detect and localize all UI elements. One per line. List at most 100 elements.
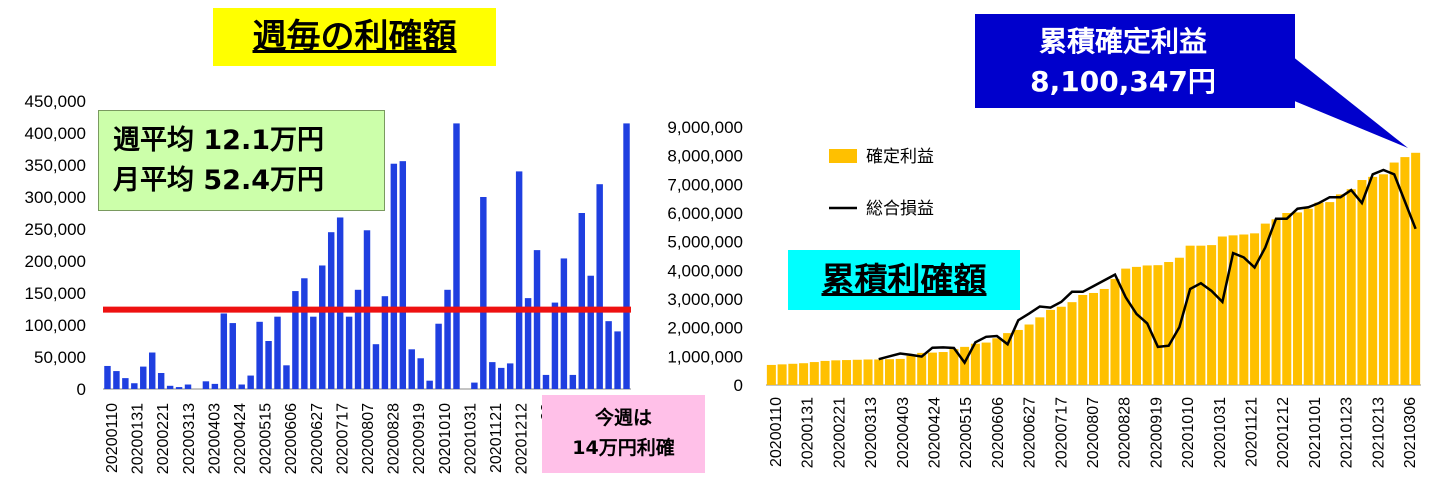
weekly-bar bbox=[587, 275, 594, 389]
cumulative-profit-title: 累積利確額 bbox=[788, 250, 1020, 310]
cumulative-x-tick-label: 20210101 bbox=[1307, 397, 1324, 468]
cumulative-y-tick-label: 0 bbox=[734, 376, 743, 395]
weekly-profit-chart: 450,000 400,000 350,000 300,000 250,000 200,0… bbox=[25, 92, 631, 474]
weekly-bar bbox=[354, 289, 362, 389]
cumulative-x-tick-label: 20200606 bbox=[990, 397, 1007, 468]
cumulative-x-tick-label: 20200807 bbox=[1085, 397, 1102, 468]
weekly-bar bbox=[283, 365, 290, 389]
cumulative-bar bbox=[992, 338, 1002, 385]
weekly-x-tick-label: 20200717 bbox=[334, 403, 351, 474]
cumulative-bar bbox=[1024, 324, 1034, 385]
cumulative-y-tick-label: 9,000,000 bbox=[667, 118, 743, 137]
weekly-bar bbox=[292, 291, 299, 389]
total-pnl-line bbox=[878, 168, 1417, 365]
weekly-bar bbox=[381, 296, 389, 389]
cumulative-bar bbox=[1217, 236, 1227, 385]
weekly-profit-title: 週毎の利確額 bbox=[213, 8, 496, 66]
weekly-bar bbox=[140, 366, 147, 389]
weekly-bar bbox=[310, 316, 317, 389]
cumulative-bar bbox=[960, 346, 970, 385]
weekly-bar bbox=[122, 378, 129, 389]
legend-label-realized: 確定利益 bbox=[866, 147, 934, 166]
weekly-bar bbox=[578, 213, 586, 389]
cumulative-bar bbox=[1078, 294, 1088, 385]
weekly-y-tick-label: 350,000 bbox=[25, 156, 86, 175]
callout-line2: 8,100,347円 bbox=[1030, 65, 1216, 98]
weekly-bar bbox=[247, 375, 254, 389]
cumulative-bar bbox=[1378, 174, 1388, 385]
callout-line1: 累積確定利益 bbox=[1038, 25, 1207, 58]
weekly-x-tick-label: 20200828 bbox=[386, 403, 403, 474]
weekly-bar bbox=[238, 384, 245, 389]
cumulative-x-tick-label: 20200403 bbox=[895, 397, 912, 468]
cumulative-y-tick-label: 3,000,000 bbox=[667, 290, 743, 309]
weekly-x-tick-label: 20201121 bbox=[488, 403, 505, 473]
cumulative-bar bbox=[938, 352, 948, 385]
cumulative-x-tick-label: 20200515 bbox=[958, 397, 975, 468]
weekly-bar bbox=[372, 344, 380, 389]
cumulative-bar bbox=[1282, 213, 1292, 385]
cumulative-bar bbox=[1335, 194, 1345, 385]
cumulative-bar bbox=[1013, 329, 1023, 385]
cumulative-bar bbox=[842, 360, 852, 385]
weekly-y-tick-label: 50,000 bbox=[34, 348, 86, 367]
weekly-bar bbox=[229, 323, 236, 389]
weekly-y-tick-label: 0 bbox=[77, 380, 86, 399]
cumulative-bar bbox=[1325, 202, 1335, 385]
cumulative-profit-chart: 9,000,000 8,000,000 7,000,000 6,000,000 5,00… bbox=[667, 118, 1421, 468]
cumulative-y-tick-label: 6,000,000 bbox=[667, 204, 743, 223]
cumulative-x-tick-label: 20200828 bbox=[1117, 397, 1134, 468]
weekly-bar bbox=[220, 313, 228, 389]
this-week-line1: 今週は bbox=[594, 407, 652, 429]
weekly-y-tick-label: 250,000 bbox=[25, 220, 86, 239]
cumulative-y-tick-label: 4,000,000 bbox=[667, 261, 743, 280]
cumulative-bar bbox=[927, 352, 937, 385]
cumulative-bar bbox=[1271, 219, 1281, 385]
cumulative-bar bbox=[820, 360, 830, 385]
cumulative-x-tick-label: 20201121 bbox=[1244, 397, 1261, 467]
cumulative-bar bbox=[906, 355, 916, 385]
cumulative-bar bbox=[1400, 157, 1410, 385]
cumulative-bar bbox=[1389, 162, 1399, 385]
cumulative-bar bbox=[1207, 245, 1217, 385]
weekly-bar bbox=[551, 302, 559, 389]
weekly-y-tick-label: 150,000 bbox=[25, 284, 86, 303]
cumulative-bar bbox=[1411, 152, 1421, 385]
weekly-bar bbox=[426, 380, 433, 389]
cumulative-x-tick-label: 20201212 bbox=[1275, 397, 1292, 468]
cumulative-bar bbox=[1293, 212, 1303, 385]
cumulative-bar bbox=[852, 359, 862, 385]
cumulative-bar bbox=[1121, 268, 1131, 385]
weekly-bar bbox=[489, 362, 496, 389]
weekly-bar bbox=[390, 163, 398, 389]
weekly-bar bbox=[113, 371, 120, 389]
weekly-bar bbox=[175, 387, 183, 389]
weekly-bar bbox=[202, 381, 210, 389]
cumulative-bar bbox=[1056, 306, 1066, 385]
weekly-bar bbox=[417, 358, 424, 389]
cumulative-x-tick-label: 20200110 bbox=[768, 397, 785, 467]
weekly-y-tick-label: 400,000 bbox=[25, 124, 86, 143]
cumulative-bar bbox=[799, 363, 809, 385]
weekly-x-tick-label: 20200131 bbox=[130, 403, 147, 474]
weekly-bar bbox=[515, 171, 523, 389]
callout-pointer bbox=[1292, 56, 1408, 148]
cumulative-bar bbox=[1228, 235, 1238, 385]
cumulative-bar bbox=[1346, 189, 1356, 385]
cumulative-bar bbox=[970, 343, 980, 385]
cumulative-bar bbox=[1174, 257, 1184, 385]
weekly-bar bbox=[104, 365, 111, 389]
weekly-bar bbox=[319, 265, 326, 389]
cumulative-bar bbox=[1239, 234, 1249, 385]
cumulative-bar bbox=[1088, 292, 1099, 385]
cumulative-bar bbox=[1046, 309, 1056, 385]
cumulative-bar bbox=[884, 359, 894, 385]
cumulative-bar bbox=[1153, 265, 1163, 385]
weekly-bar bbox=[614, 331, 621, 389]
weekly-bar bbox=[345, 316, 353, 389]
callout-box bbox=[975, 14, 1295, 108]
cumulative-bar bbox=[1314, 202, 1324, 385]
weekly-bar bbox=[533, 250, 541, 389]
